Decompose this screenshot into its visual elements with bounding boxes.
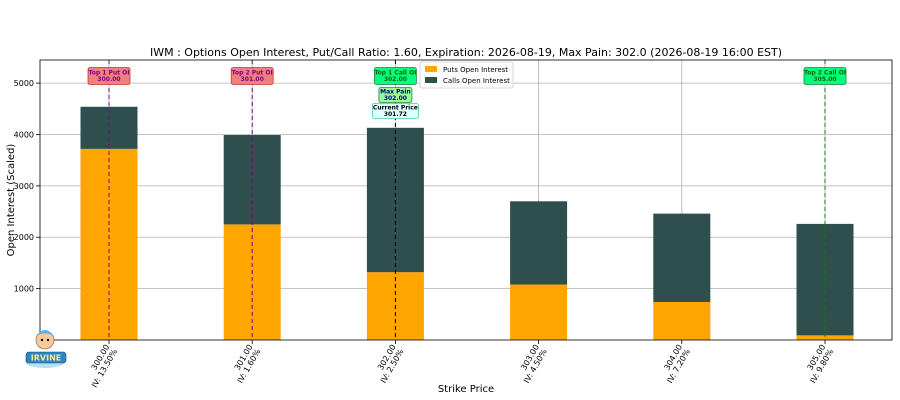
legend: Puts Open Interest Calls Open Interest — [419, 61, 514, 89]
marker-badge-put-text: Top 2 Put OI — [232, 70, 273, 77]
bar-calls — [80, 106, 138, 149]
legend-label-puts: Puts Open Interest — [443, 66, 508, 74]
bar-calls — [653, 213, 711, 302]
y-axis-ticks: 1000 2000 3000 4000 5000 — [14, 79, 40, 294]
y-axis-label: Open Interest (Scaled) — [6, 144, 17, 257]
marker-badge-put-text: 300.00 — [97, 76, 120, 83]
x-axis-label: Strike Price — [438, 384, 494, 395]
legend-label-calls: Calls Open Interest — [443, 77, 510, 85]
legend-swatch-calls — [425, 77, 437, 83]
logo-mascot-eye-right — [46, 338, 50, 342]
logo-banner — [25, 351, 67, 364]
grid-lines — [40, 60, 892, 340]
bars — [80, 106, 854, 340]
marker-badge-put-box — [230, 67, 274, 85]
chart-title: IWM : Options Open Interest, Put/Call Ra… — [150, 46, 782, 59]
logo-text: IRVINE — [31, 354, 61, 363]
irvine-logo: IRVINE — [25, 330, 67, 368]
current-price-badge-text: 301.72 — [384, 111, 407, 118]
legend-box — [419, 61, 514, 89]
plot-frame — [39, 59, 893, 341]
bar-puts — [510, 284, 568, 340]
current-price-badge-box — [371, 103, 419, 119]
y-tick-label: 3000 — [14, 182, 34, 191]
logo-mascot-hair — [36, 330, 54, 336]
marker-badge-call-text: 305.00 — [813, 76, 836, 83]
y-tick-label: 4000 — [14, 130, 34, 139]
marker-badge-put-text: 301.00 — [241, 76, 264, 83]
max-pain-badge-text: Max Pain — [380, 89, 411, 96]
marker-badge-call-text: Top 1 Call OI — [374, 70, 416, 77]
marker-badge-call-text: Top 2 Call OI — [804, 70, 846, 77]
bar-calls — [510, 201, 568, 285]
current-price-badge-text: Current Price — [373, 105, 418, 112]
marker-badge-call-text: 302.00 — [384, 76, 407, 83]
marker-badge-put-text: Top 1 Put OI — [88, 70, 129, 77]
y-tick-label: 5000 — [14, 79, 34, 88]
max-pain-badge-box — [378, 87, 413, 103]
marker-badge-put-box — [87, 67, 131, 85]
marker-badge-call-box — [803, 67, 847, 85]
y-tick-label: 2000 — [14, 233, 34, 242]
legend-swatch-puts — [425, 66, 437, 72]
max-pain-badge-text: 302.00 — [384, 95, 407, 102]
y-tick-label: 1000 — [14, 285, 34, 294]
marker-lines — [108, 60, 826, 340]
bar-puts — [796, 335, 854, 340]
marker-badge-call-box — [373, 67, 417, 85]
bar-puts — [653, 301, 711, 340]
logo-mascot-eye-left — [40, 338, 44, 342]
